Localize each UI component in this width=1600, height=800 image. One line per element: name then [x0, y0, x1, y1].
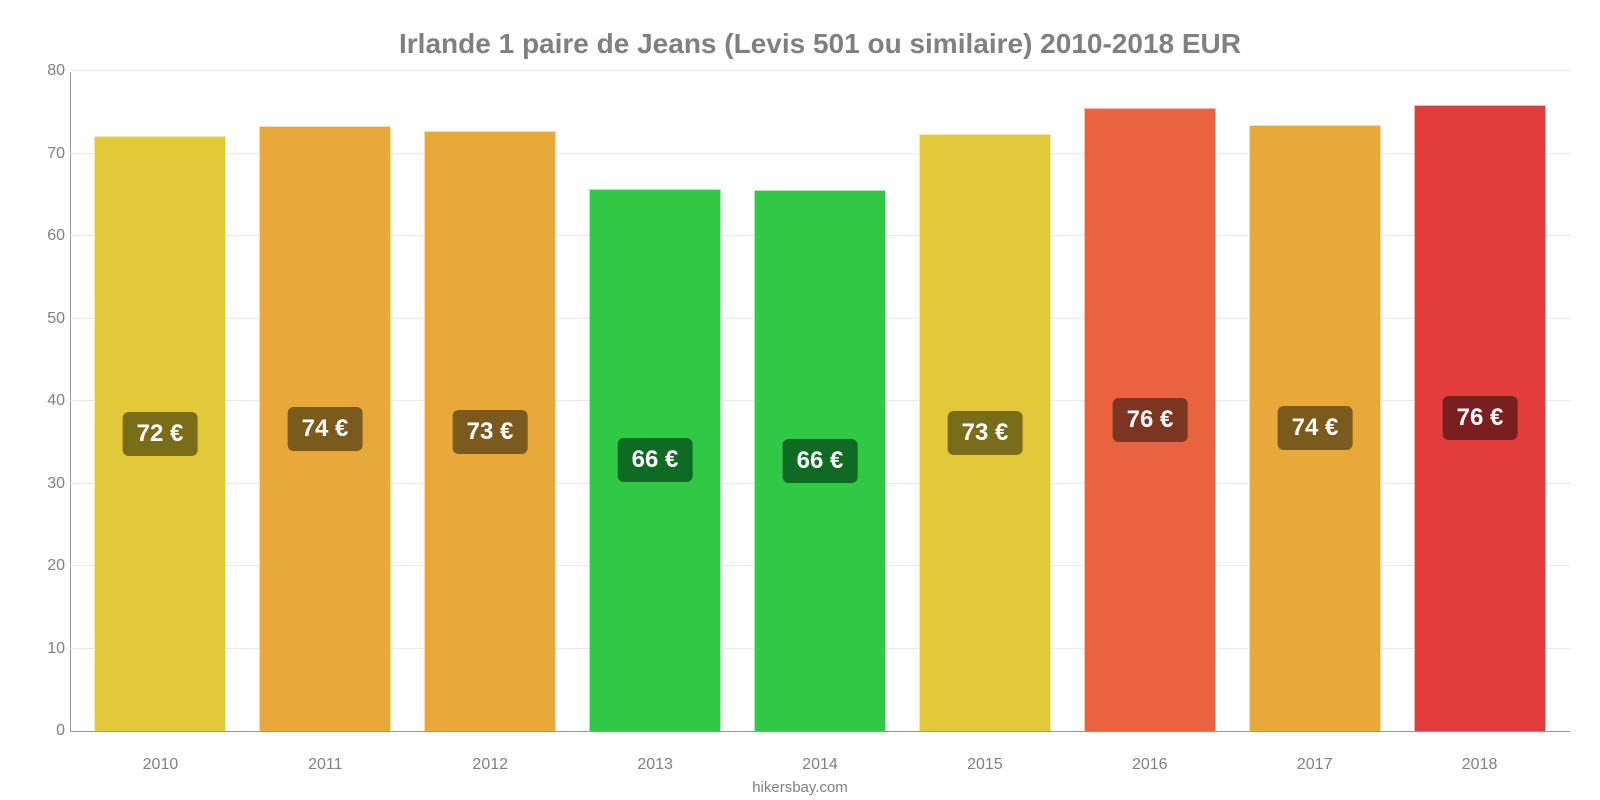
- x-tick: 2011: [243, 750, 408, 774]
- bar-slot: 66 €: [738, 72, 903, 731]
- bar-value-label: 73 €: [453, 410, 528, 454]
- bars-container: 72 € 74 € 73 € 66 € 66 € 73 € 76 € 74 € 76 €: [70, 72, 1570, 731]
- bar-value-label: 76 €: [1113, 398, 1188, 442]
- bar: 66 €: [589, 189, 721, 731]
- y-tick: 40: [20, 392, 65, 410]
- y-tick: 30: [20, 475, 65, 493]
- x-tick: 2018: [1397, 750, 1562, 774]
- x-tick: 2015: [902, 750, 1067, 774]
- y-tick: 20: [20, 557, 65, 575]
- bar-chart: Irlande 1 paire de Jeans (Levis 501 ou s…: [0, 0, 1600, 800]
- x-tick: 2014: [738, 750, 903, 774]
- plot-area: 01020304050607080 72 €74 €73 €66 €66 €73…: [70, 72, 1570, 732]
- bar-slot: 74 €: [1233, 72, 1398, 731]
- y-tick: 0: [20, 722, 65, 740]
- bar-slot: 73 €: [408, 72, 573, 731]
- gridline: [70, 70, 1570, 71]
- x-tick: 2010: [78, 750, 243, 774]
- bar: 66 €: [754, 190, 886, 731]
- bar-slot: 73 €: [903, 72, 1068, 731]
- bar: 73 €: [424, 131, 556, 731]
- bar-slot: 76 €: [1068, 72, 1233, 731]
- bar-slot: 74 €: [243, 72, 408, 731]
- bar-slot: 72 €: [78, 72, 243, 731]
- bar-value-label: 66 €: [618, 438, 693, 482]
- bar: 76 €: [1414, 105, 1546, 731]
- y-tick: 50: [20, 310, 65, 328]
- y-axis: 01020304050607080: [20, 72, 65, 731]
- bar: 76 €: [1084, 108, 1216, 731]
- chart-title: Irlande 1 paire de Jeans (Levis 501 ou s…: [70, 20, 1570, 60]
- y-tick: 10: [20, 640, 65, 658]
- bar: 73 €: [919, 134, 1051, 731]
- bar-value-label: 73 €: [948, 411, 1023, 455]
- bar-value-label: 76 €: [1443, 396, 1518, 440]
- y-tick: 70: [20, 145, 65, 163]
- bar-slot: 66 €: [573, 72, 738, 731]
- y-tick: 60: [20, 227, 65, 245]
- x-axis: 201020112012201320142015201620172018: [70, 750, 1570, 774]
- x-tick: 2012: [408, 750, 573, 774]
- x-tick: 2017: [1232, 750, 1397, 774]
- x-tick: 2016: [1067, 750, 1232, 774]
- y-tick: 80: [20, 62, 65, 80]
- bar: 74 €: [1249, 125, 1381, 731]
- bar-slot: 76 €: [1398, 72, 1563, 731]
- bar-value-label: 74 €: [288, 407, 363, 451]
- x-tick: 2013: [573, 750, 738, 774]
- bar-value-label: 72 €: [123, 412, 198, 456]
- bar: 72 €: [94, 136, 226, 731]
- chart-source: hikersbay.com: [0, 779, 1600, 796]
- bar-value-label: 74 €: [1278, 406, 1353, 450]
- bar-value-label: 66 €: [783, 439, 858, 483]
- bar: 74 €: [259, 126, 391, 731]
